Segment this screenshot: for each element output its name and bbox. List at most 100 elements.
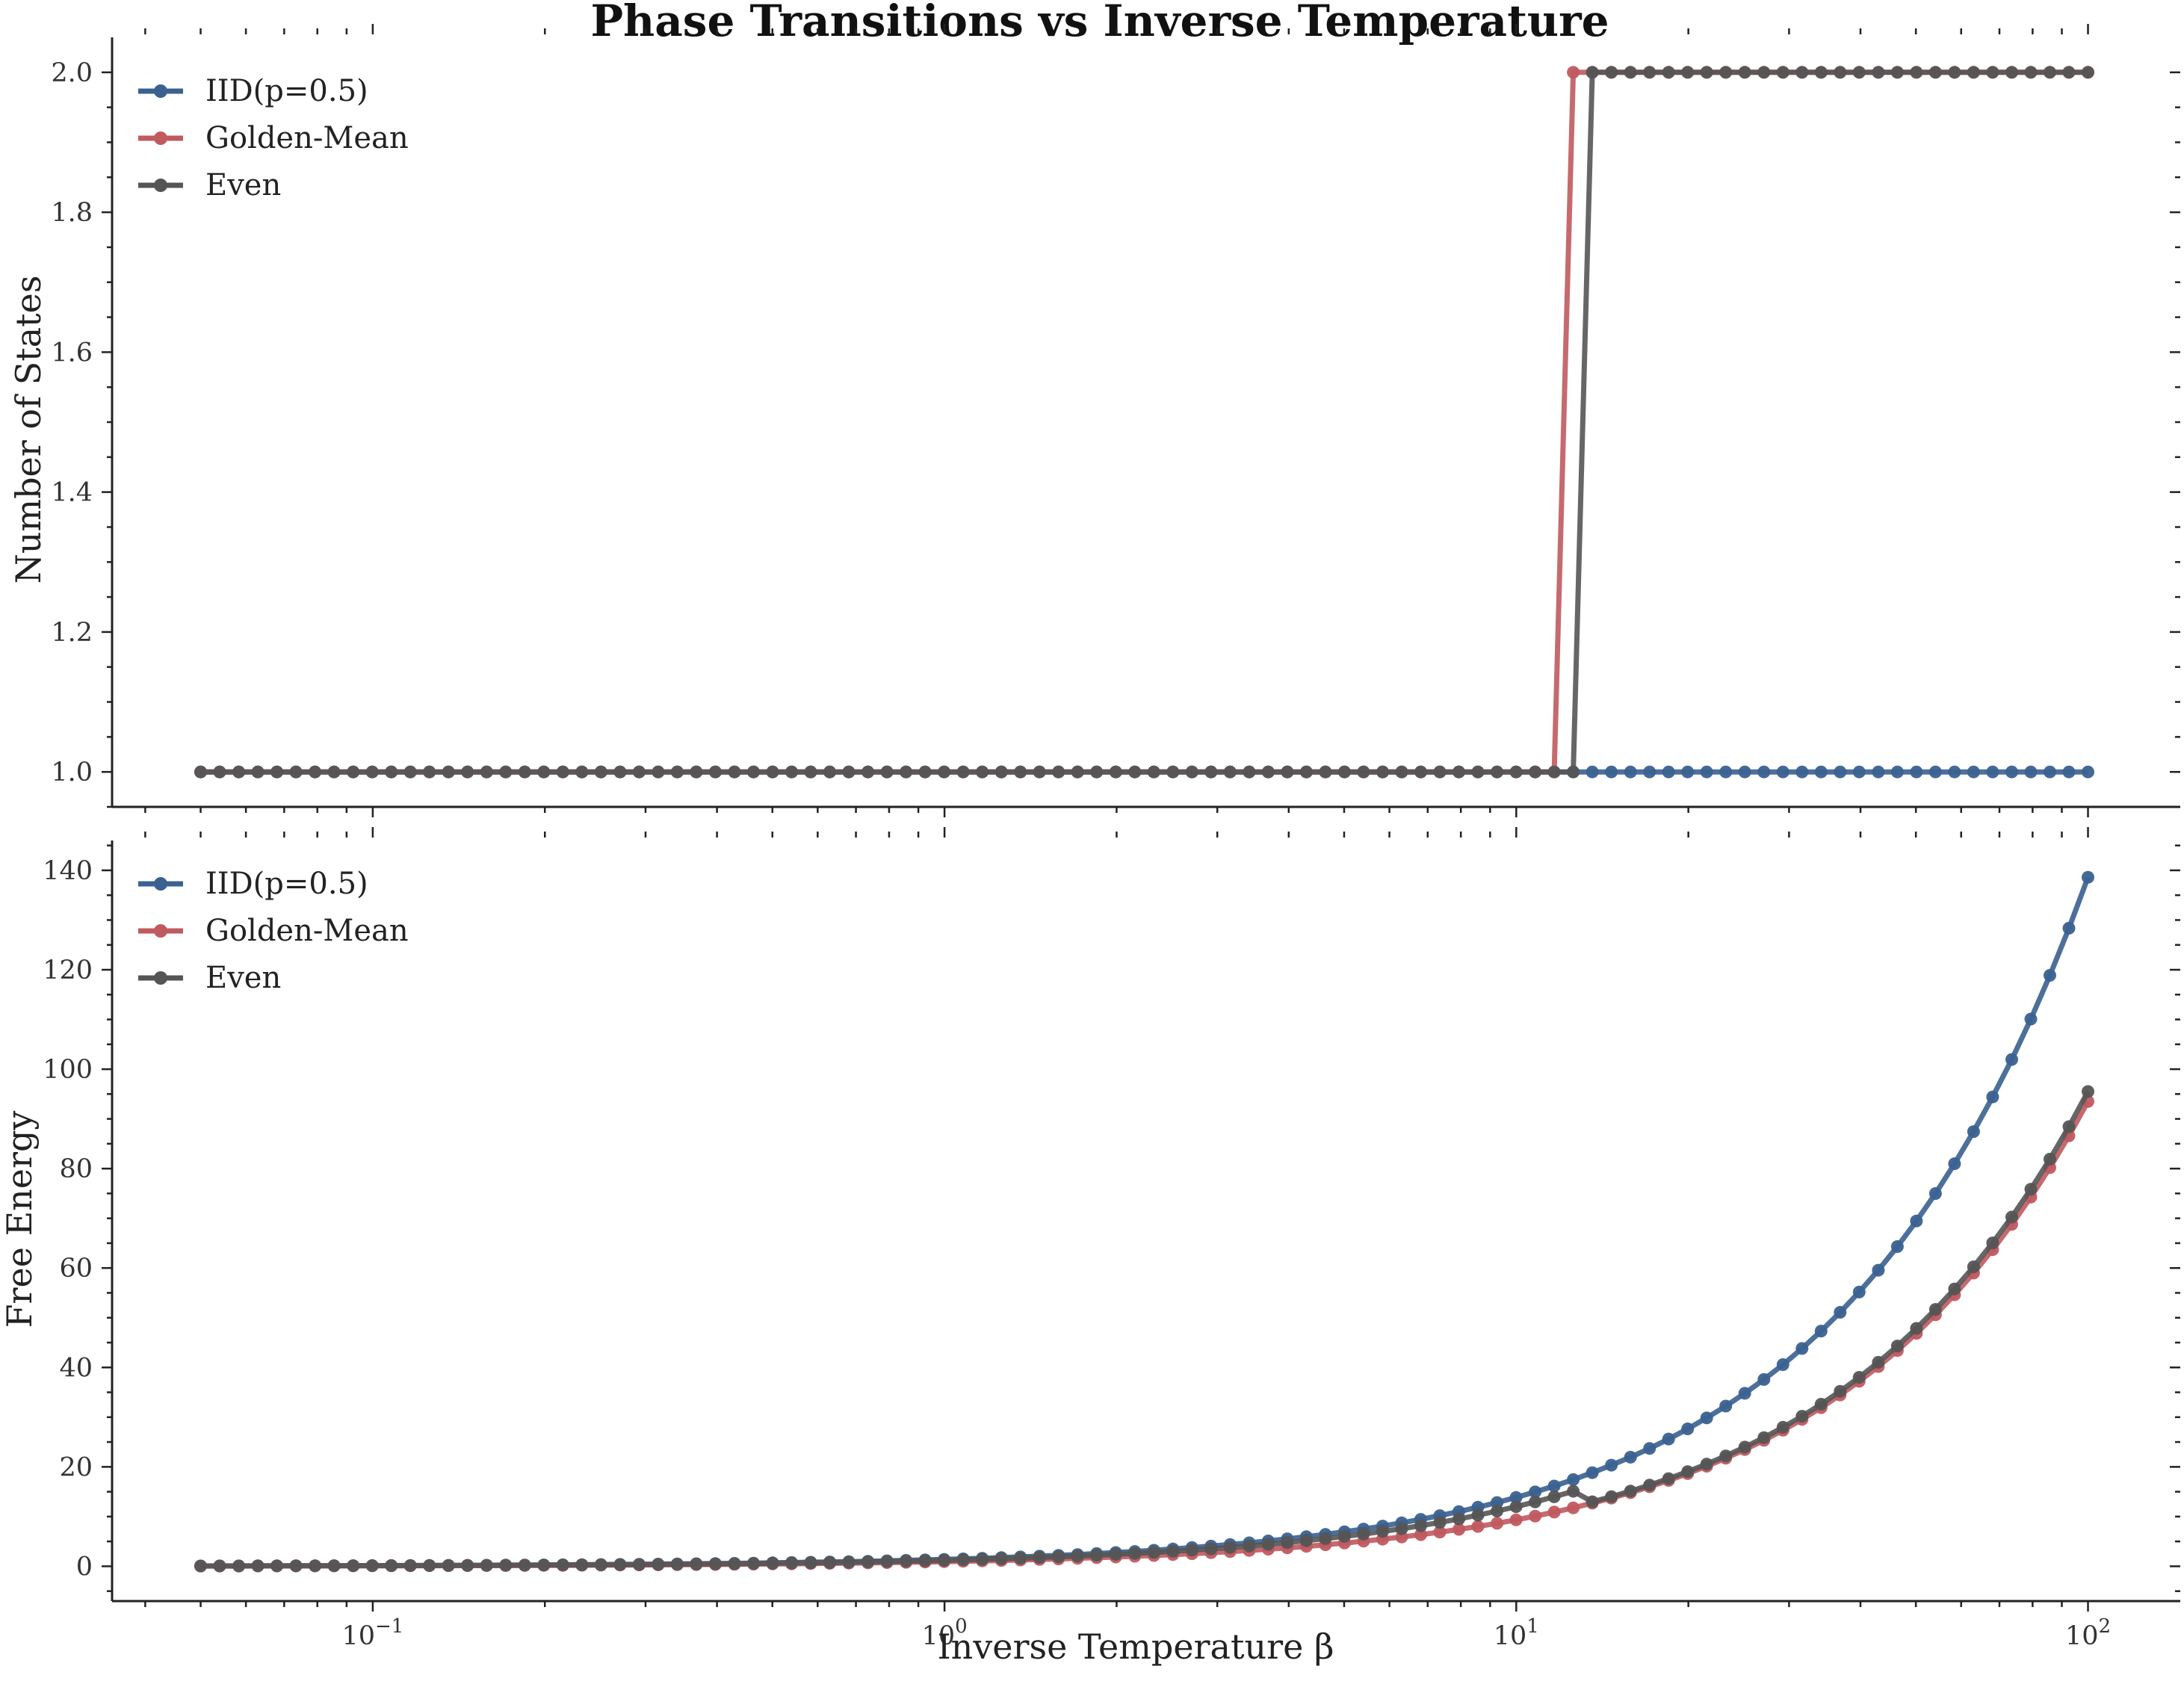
- data-point: [1166, 1544, 1180, 1558]
- data-point: [1738, 1440, 1751, 1454]
- data-point: [1700, 66, 1713, 79]
- data-point: [1852, 1285, 1866, 1298]
- data-point: [1757, 1431, 1771, 1444]
- data-point: [1738, 765, 1751, 779]
- data-point: [1643, 765, 1656, 779]
- data-point: [632, 1558, 646, 1571]
- data-point: [613, 765, 627, 779]
- data-point: [1910, 1322, 1923, 1335]
- data-point: [1872, 765, 1885, 779]
- data-point: [1986, 765, 1999, 779]
- data-point: [652, 765, 665, 779]
- data-point: [423, 765, 436, 779]
- data-point: [1910, 66, 1923, 79]
- data-point: [613, 1558, 627, 1571]
- data-point: [1605, 1458, 1618, 1472]
- data-point: [1090, 765, 1104, 779]
- data-point: [1719, 1399, 1733, 1413]
- data-point: [1471, 1520, 1485, 1533]
- data-point: [1261, 1538, 1275, 1551]
- data-point: [1509, 765, 1523, 779]
- data-point: [2024, 1183, 2038, 1196]
- data-point: [1890, 765, 1904, 779]
- data-point: [766, 765, 779, 779]
- legend-swatch-marker: [154, 971, 167, 985]
- data-point: [2044, 66, 2056, 79]
- data-point: [766, 1556, 779, 1570]
- data-point: [823, 1556, 836, 1569]
- data-point: [938, 765, 951, 779]
- data-point: [976, 765, 989, 779]
- data-point: [327, 765, 341, 779]
- data-point: [1948, 765, 1961, 779]
- data-point: [1204, 765, 1218, 779]
- data-point: [1852, 765, 1866, 779]
- bottom-subplot-free-energy: 0 20 40 60 80 100 120 140 10−1 100 101 102 Free Ener…: [0, 827, 2180, 1651]
- legend: IID(p=0.5) Golden-Mean Even: [138, 74, 409, 202]
- data-point: [823, 765, 836, 779]
- series-iid-p-0-5: [194, 870, 2094, 1573]
- data-point: [270, 765, 284, 779]
- series-line: [200, 876, 2091, 1569]
- data-point: [1624, 765, 1637, 779]
- y-tick-label: 40: [59, 1353, 93, 1383]
- data-point: [2044, 765, 2056, 779]
- data-point: [1319, 1532, 1332, 1545]
- data-point: [1967, 66, 1980, 79]
- data-point: [1281, 765, 1294, 779]
- data-point: [708, 765, 722, 779]
- data-point: [1243, 1539, 1256, 1553]
- data-point: [1890, 66, 1904, 79]
- data-point: [1719, 66, 1733, 79]
- data-point: [708, 1557, 722, 1570]
- data-point: [861, 765, 875, 779]
- data-point: [1910, 765, 1923, 779]
- data-point: [1586, 1495, 1599, 1508]
- data-point: [1890, 1240, 1904, 1253]
- data-point: [1376, 765, 1389, 779]
- data-point: [1986, 1236, 1999, 1250]
- data-point: [2044, 1153, 2056, 1166]
- data-point: [1337, 1529, 1351, 1543]
- data-point: [1014, 765, 1027, 779]
- data-point: [1948, 1282, 1961, 1296]
- data-point: [900, 765, 913, 779]
- data-point: [1948, 1157, 1961, 1171]
- legend-swatch-marker: [154, 924, 167, 938]
- data-point: [1299, 1534, 1313, 1547]
- data-point: [499, 765, 513, 779]
- data-point: [1662, 66, 1675, 79]
- data-point: [537, 765, 551, 779]
- data-point: [1967, 1260, 1980, 1274]
- data-point: [1662, 1432, 1675, 1446]
- data-point: [1529, 765, 1542, 779]
- series-golden-mean: [194, 66, 2094, 779]
- x-tick-label: 101: [1494, 1615, 1539, 1651]
- data-point: [1643, 1442, 1656, 1455]
- data-point: [1547, 1479, 1561, 1493]
- data-point: [1757, 1372, 1771, 1386]
- data-point: [213, 1559, 226, 1573]
- data-point: [461, 765, 474, 779]
- data-point: [1719, 1449, 1733, 1463]
- data-point: [194, 765, 207, 779]
- data-point: [1834, 1306, 1847, 1319]
- data-point: [1223, 1541, 1237, 1554]
- data-point: [1586, 1466, 1599, 1479]
- data-point: [2005, 765, 2018, 779]
- data-point: [1433, 1516, 1447, 1529]
- data-point: [880, 1555, 894, 1568]
- data-point: [1357, 765, 1370, 779]
- data-point: [1071, 765, 1084, 779]
- y-tick-label: 140: [43, 856, 93, 886]
- data-point: [994, 765, 1008, 779]
- legend: IID(p=0.5) Golden-Mean Even: [138, 867, 409, 995]
- data-point: [2082, 66, 2094, 79]
- data-point: [1529, 1485, 1542, 1499]
- data-point: [728, 1557, 741, 1570]
- data-point: [1814, 1325, 1828, 1338]
- data-point: [1491, 765, 1504, 779]
- y-tick-label: 60: [59, 1254, 93, 1284]
- data-point: [347, 765, 360, 779]
- data-point: [1605, 1490, 1618, 1503]
